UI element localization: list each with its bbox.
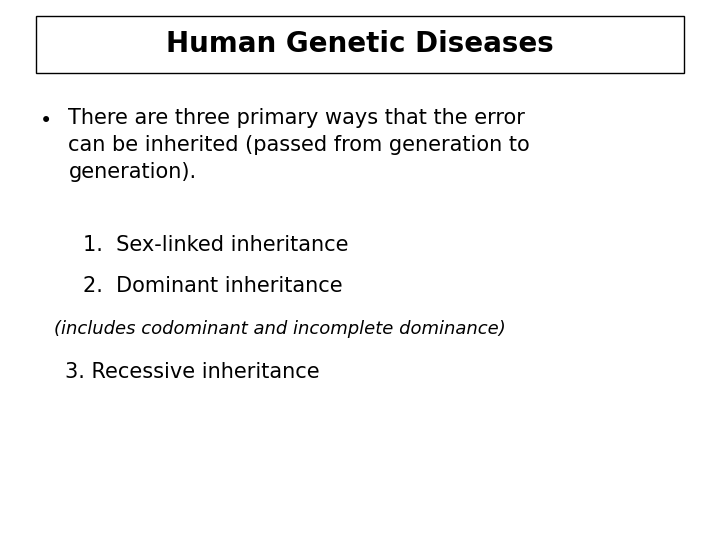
Text: Human Genetic Diseases: Human Genetic Diseases bbox=[166, 30, 554, 58]
Text: •: • bbox=[40, 111, 52, 131]
Text: (includes codominant and incomplete dominance): (includes codominant and incomplete domi… bbox=[54, 320, 505, 338]
FancyBboxPatch shape bbox=[36, 16, 684, 73]
Text: 2.  Dominant inheritance: 2. Dominant inheritance bbox=[83, 276, 343, 296]
Text: There are three primary ways that the error
can be inherited (passed from genera: There are three primary ways that the er… bbox=[68, 108, 530, 183]
Text: 1.  Sex-linked inheritance: 1. Sex-linked inheritance bbox=[83, 235, 348, 255]
Text: 3. Recessive inheritance: 3. Recessive inheritance bbox=[65, 362, 320, 382]
